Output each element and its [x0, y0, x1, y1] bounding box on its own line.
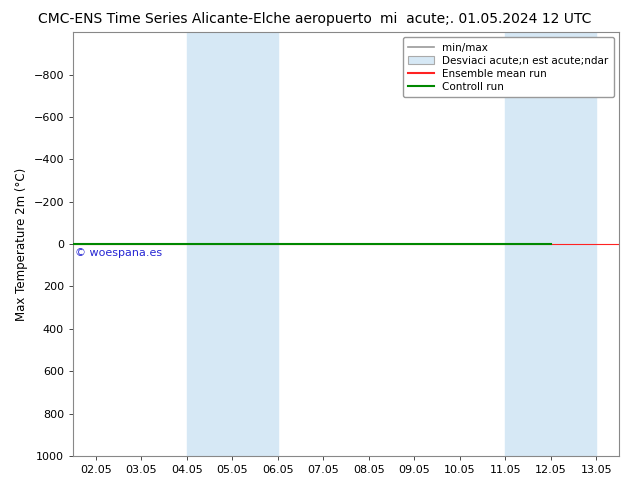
Legend: min/max, Desviaci acute;n est acute;ndar, Ensemble mean run, Controll run: min/max, Desviaci acute;n est acute;ndar… [403, 37, 614, 97]
Text: mi  acute;. 01.05.2024 12 UTC: mi acute;. 01.05.2024 12 UTC [380, 12, 592, 26]
Text: © woespana.es: © woespana.es [75, 248, 162, 258]
Y-axis label: Max Temperature 2m (°C): Max Temperature 2m (°C) [15, 168, 28, 320]
Bar [505, 32, 596, 456]
Text: CMC-ENS Time Series Alicante-Elche aeropuerto: CMC-ENS Time Series Alicante-Elche aerop… [38, 12, 372, 26]
Bar [187, 32, 278, 456]
